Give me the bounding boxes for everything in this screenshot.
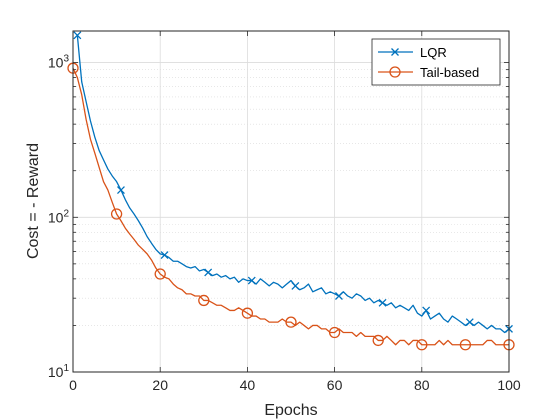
y-tick-exponent: 1: [63, 363, 69, 374]
x-tick-labels: 0 20 40 60 80 100: [69, 377, 521, 393]
y-axis-label: Cost = - Reward: [25, 143, 42, 259]
legend-label-lqr: LQR: [420, 45, 447, 60]
axes-box: [72, 30, 510, 373]
data-point-lqr: [73, 31, 82, 40]
data-point-tail-based: [416, 339, 428, 351]
y-tick-label: 102: [48, 208, 70, 225]
y-tick-label: 101: [48, 363, 70, 380]
data-point-lqr: [291, 281, 300, 290]
x-tick-label: 100: [497, 377, 521, 393]
x-tick-label: 80: [414, 377, 430, 393]
legend-x-marker: [391, 48, 399, 56]
legend-label-tail-based: Tail-based: [420, 65, 479, 80]
data-point-lqr: [465, 318, 474, 327]
data-point-lqr: [204, 268, 213, 277]
data-point-tail-based: [328, 326, 341, 339]
y-tick-label: 103: [48, 54, 70, 71]
x-axis-label: Epochs: [264, 402, 317, 419]
series-line-tail-based: [72, 67, 509, 346]
data-point-lqr: [422, 306, 431, 315]
y-tick-base: 10: [48, 55, 64, 71]
data-point-lqr: [247, 276, 256, 285]
legend-circle-marker: [389, 66, 401, 78]
y-tick-exponent: 2: [63, 208, 69, 219]
data-point-tail-based: [459, 339, 472, 351]
data-point-tail-based: [198, 294, 210, 307]
x-tick-label: 60: [327, 377, 343, 393]
data-point-tail-based: [285, 316, 297, 328]
y-tick-labels: 101 102 103: [48, 54, 70, 380]
data-point-tail-based: [372, 334, 384, 347]
legend: LQR Tail-based: [371, 38, 501, 86]
y-tick-base: 10: [48, 364, 64, 380]
x-tick-label: 20: [152, 377, 168, 393]
data-point-lqr: [160, 251, 169, 260]
data-point-lqr: [378, 298, 387, 307]
data-point-tail-based: [154, 268, 166, 280]
ticks-layer: [72, 31, 510, 373]
data-point-tail-based: [110, 208, 123, 220]
data-point-lqr: [117, 186, 125, 195]
x-tick-label: 40: [240, 377, 256, 393]
x-tick-label: 0: [69, 377, 77, 393]
y-tick-exponent: 3: [63, 54, 69, 65]
legend-entry-lqr: LQR: [378, 45, 447, 60]
y-tick-base: 10: [48, 209, 64, 225]
data-point-tail-based: [241, 307, 254, 319]
data-point-lqr: [335, 292, 343, 300]
legend-entry-tail-based: Tail-based: [378, 65, 479, 80]
legend-box: [371, 38, 501, 86]
